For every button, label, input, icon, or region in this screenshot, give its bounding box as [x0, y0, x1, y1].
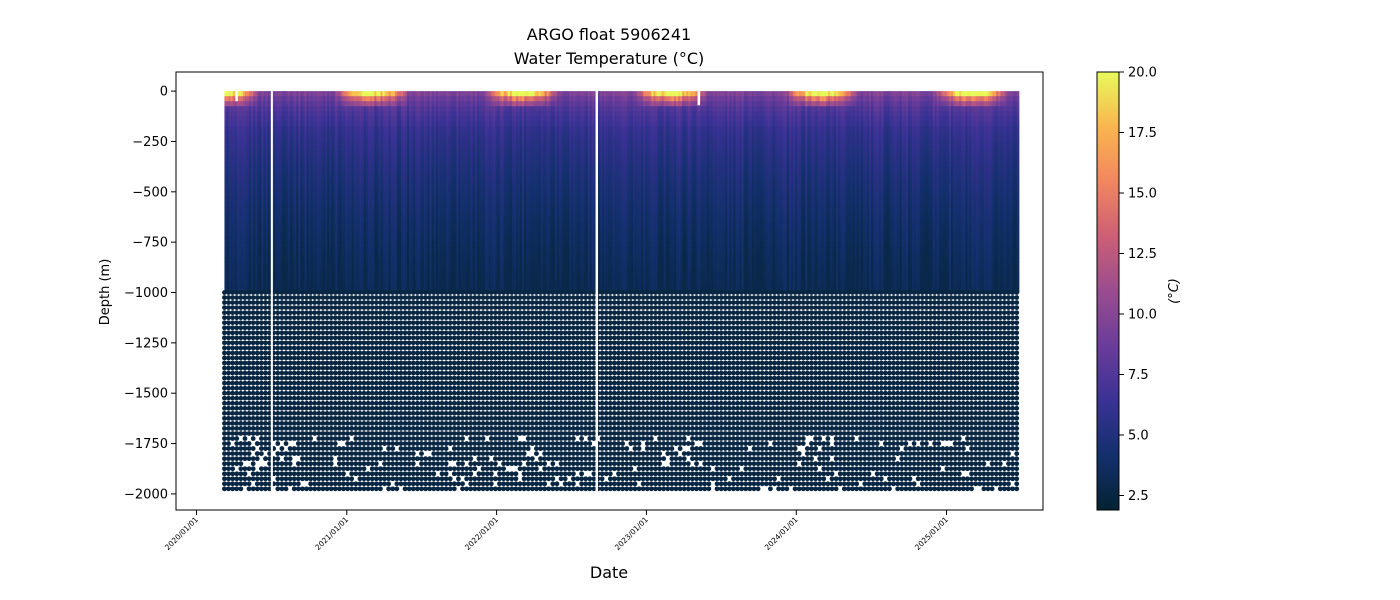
chart-title: ARGO float 5906241: [527, 25, 691, 44]
plot-area: [222, 89, 1019, 496]
chart-subtitle: Water Temperature (°C): [514, 49, 704, 68]
